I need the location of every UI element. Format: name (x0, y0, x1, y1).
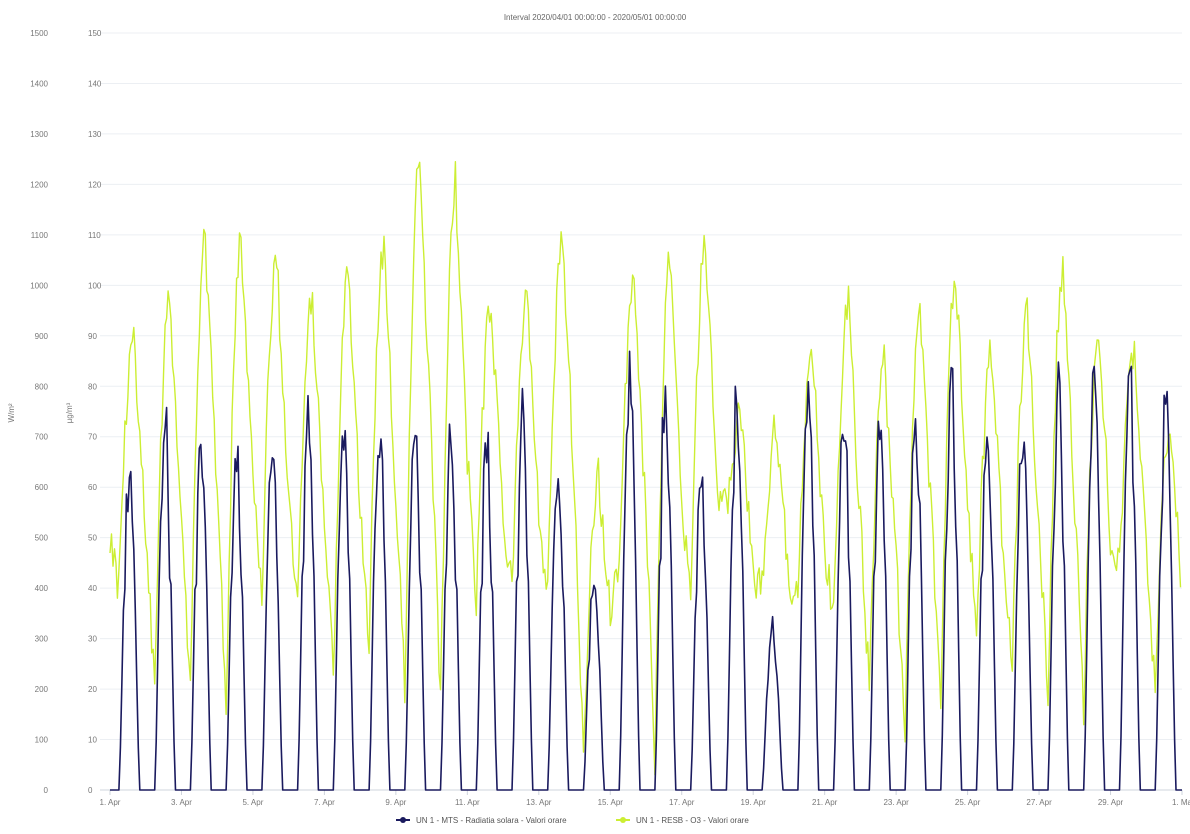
legend-marker (400, 817, 406, 823)
y-left-tick-label: 1200 (30, 180, 48, 189)
y-left-tick-label: 400 (35, 584, 49, 593)
x-tick-label: 17. Apr (669, 798, 695, 807)
x-tick-label: 1. Ma (1172, 798, 1190, 807)
y-right-tick-label: 90 (88, 332, 97, 341)
x-tick-label: 21. Apr (812, 798, 838, 807)
y-right-tick-label: 20 (88, 685, 97, 694)
y-right-tick-label: 50 (88, 534, 97, 543)
x-tick-label: 1. Apr (100, 798, 121, 807)
y-left-tick-label: 600 (35, 483, 49, 492)
series-line-radiation (110, 350, 1182, 791)
y-right-tick-label: 0 (88, 786, 93, 795)
x-tick-label: 27. Apr (1026, 798, 1052, 807)
y-left-tick-label: 500 (35, 534, 49, 543)
chart-title: Interval 2020/04/01 00:00:00 - 2020/05/0… (504, 13, 687, 22)
y-right-tick-label: 100 (88, 281, 102, 290)
y-left-tick-label: 1100 (31, 231, 49, 240)
x-tick-label: 19. Apr (741, 798, 767, 807)
y-axis-left-title: W/m² (7, 403, 16, 422)
y-right-tick-label: 30 (88, 635, 97, 644)
y-right-tick-label: 130 (88, 130, 102, 139)
y-right-tick-label: 40 (88, 584, 97, 593)
legend-label: UN 1 - RESB - O3 - Valori orare (636, 816, 749, 825)
y-left-tick-label: 900 (35, 332, 49, 341)
legend-marker (620, 817, 626, 823)
legend: UN 1 - MTS - Radiatia solara - Valori or… (396, 816, 749, 825)
y-axis-right-title: µg/m³ (65, 402, 74, 423)
x-tick-label: 7. Apr (314, 798, 335, 807)
y-right-tick-label: 80 (88, 382, 97, 391)
axes: 0100200300400500600700800900100011001200… (30, 29, 1190, 807)
y-right-tick-label: 10 (88, 736, 97, 745)
y-left-tick-label: 300 (35, 635, 49, 644)
x-tick-label: 3. Apr (171, 798, 192, 807)
legend-item[interactable]: UN 1 - RESB - O3 - Valori orare (616, 816, 749, 825)
y-left-tick-label: 1300 (30, 130, 48, 139)
y-right-tick-label: 140 (88, 79, 102, 88)
y-left-tick-label: 0 (44, 786, 49, 795)
y-left-tick-label: 100 (35, 736, 49, 745)
y-left-tick-label: 800 (35, 382, 49, 391)
y-left-tick-label: 1400 (30, 79, 48, 88)
y-left-tick-label: 1000 (30, 281, 48, 290)
legend-item[interactable]: UN 1 - MTS - Radiatia solara - Valori or… (396, 816, 567, 825)
y-right-tick-label: 70 (88, 433, 97, 442)
y-right-tick-label: 120 (88, 180, 102, 189)
x-tick-label: 25. Apr (955, 798, 981, 807)
x-tick-label: 5. Apr (242, 798, 263, 807)
y-right-tick-label: 150 (88, 29, 102, 38)
legend-label: UN 1 - MTS - Radiatia solara - Valori or… (416, 816, 567, 825)
x-tick-label: 15. Apr (598, 798, 624, 807)
series-line-o3 (109, 161, 1182, 776)
x-tick-label: 9. Apr (385, 798, 406, 807)
x-tick-label: 23. Apr (883, 798, 909, 807)
y-left-tick-label: 200 (35, 685, 49, 694)
y-left-tick-label: 700 (35, 433, 49, 442)
series-layer (109, 161, 1182, 791)
y-left-tick-label: 1500 (30, 29, 48, 38)
y-right-tick-label: 60 (88, 483, 97, 492)
x-tick-label: 29. Apr (1098, 798, 1124, 807)
grid-lines (100, 32, 1182, 791)
x-tick-label: 11. Apr (455, 798, 480, 807)
x-tick-label: 13. Apr (526, 798, 552, 807)
y-right-tick-label: 110 (88, 231, 101, 240)
